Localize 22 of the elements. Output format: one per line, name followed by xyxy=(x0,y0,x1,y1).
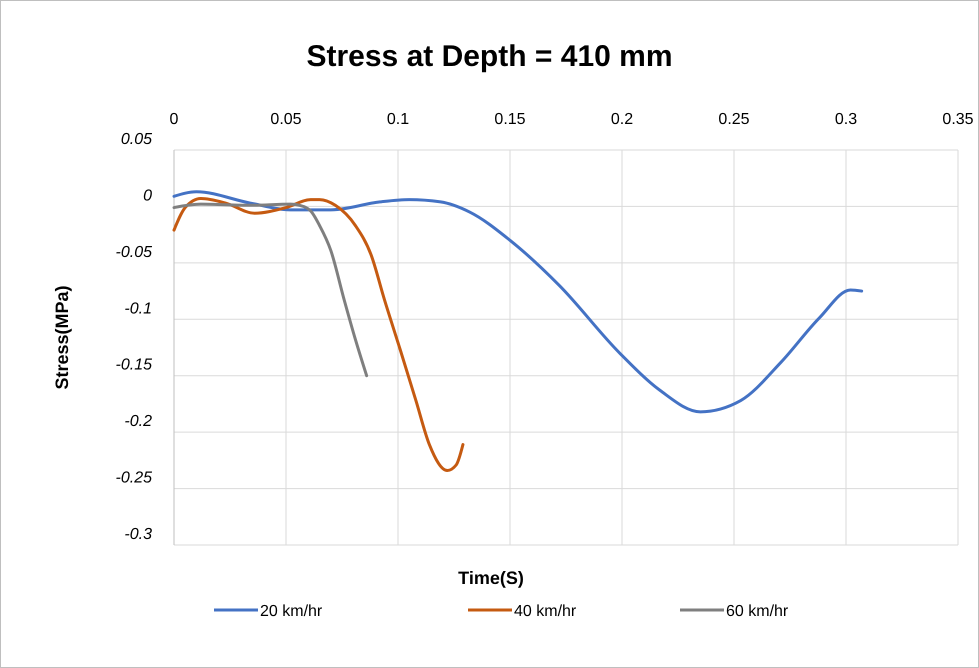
y-tick-label: -0.25 xyxy=(116,470,152,487)
x-tick-label: 0.1 xyxy=(386,111,410,128)
y-tick-label: -0.05 xyxy=(116,244,152,261)
y-tick-label: 0.05 xyxy=(120,131,152,148)
chart-title: Stress at Depth = 410 mm xyxy=(306,40,672,73)
y-tick-label: -0.1 xyxy=(124,300,152,318)
x-tick-label: 0.05 xyxy=(270,111,302,128)
x-tick-label: 0.3 xyxy=(834,111,858,128)
y-tick-label: -0.3 xyxy=(124,526,152,543)
x-tick-label: 0.2 xyxy=(610,111,634,128)
legend-label: 40 km/hr xyxy=(514,603,577,620)
x-tick-label: 0.15 xyxy=(494,111,526,128)
y-tick-label: -0.15 xyxy=(116,356,152,374)
y-tick-label: -0.2 xyxy=(124,413,152,430)
y-tick-label: 0 xyxy=(143,187,152,204)
legend-label: 60 km/hr xyxy=(726,603,789,620)
x-axis-title: Time(S) xyxy=(458,568,524,588)
x-tick-label: 0.35 xyxy=(942,111,974,128)
x-tick-label: 0.25 xyxy=(718,111,750,128)
y-axis-title: Stress(MPa) xyxy=(52,285,72,390)
x-tick-label: 0 xyxy=(170,111,179,128)
legend-label: 20 km/hr xyxy=(260,603,323,620)
